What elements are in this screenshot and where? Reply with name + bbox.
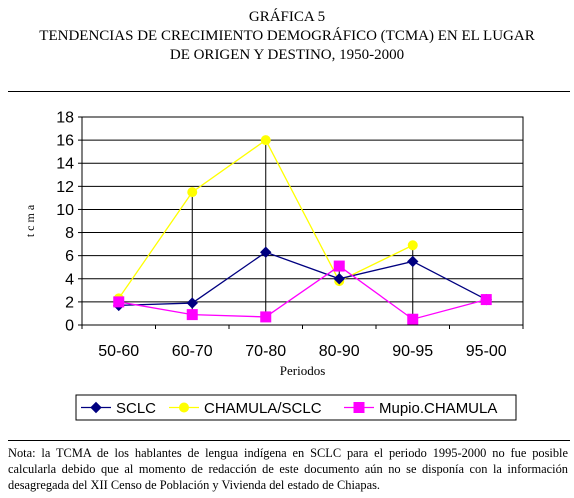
y-tick-label: 12: [56, 179, 74, 196]
x-tick-label: 50-60: [98, 343, 139, 360]
data-point: [187, 187, 198, 198]
series-chamula-sclc: [113, 135, 418, 304]
x-tick-label: 80-90: [319, 343, 360, 360]
legend-swatch-marker: [179, 402, 189, 413]
legend: SCLC CHAMULA/SCLC Mupio.CHAMULA: [75, 394, 517, 421]
y-tick-label: 6: [65, 248, 74, 265]
x-tick-label: 95-00: [466, 343, 507, 360]
chart-title-line-1: TENDENCIAS DE CRECIMIENTO DEMOGRÁFICO (T…: [39, 28, 535, 44]
data-point: [260, 246, 272, 258]
x-tick-label: 70-80: [245, 343, 286, 360]
data-point: [186, 297, 198, 309]
y-tick-label: 8: [65, 225, 74, 242]
data-point: [333, 260, 345, 272]
data-point: [407, 240, 418, 251]
data-point: [480, 294, 492, 306]
data-point: [113, 296, 125, 308]
x-tick-label: 60-70: [172, 343, 213, 360]
legend-swatch-marker: [353, 402, 365, 413]
top-divider: [8, 91, 570, 92]
chart-title-line-2: DE ORIGEN Y DESTINO, 1950-2000: [169, 47, 405, 63]
legend-label: Mupio.CHAMULA: [379, 400, 497, 417]
chart-number: GRÁFICA 5: [248, 9, 326, 25]
legend-swatch-marker: [90, 401, 102, 414]
data-point: [407, 255, 419, 268]
legend-label: CHAMULA/SCLC: [204, 400, 322, 417]
legend-box: [75, 394, 517, 421]
x-axis-label: Periodos: [280, 363, 326, 378]
series-group: [113, 135, 492, 325]
y-axis-label: t c m a: [23, 204, 37, 237]
data-point: [407, 313, 419, 325]
x-tick-label: 90-95: [392, 343, 433, 360]
series-line: [118, 265, 487, 320]
drop-lines: [118, 140, 414, 320]
grid: [82, 116, 523, 326]
legend-label: SCLC: [116, 400, 156, 417]
y-tick-label: 4: [65, 271, 74, 288]
bottom-divider: [8, 440, 570, 441]
data-point: [186, 309, 198, 321]
y-tick-label: 0: [65, 318, 74, 335]
y-axis-ticks: 0 2 4 6 8 10 12 14 16 18 50-60 60-70 70-80 80-90 90-95…: [56, 110, 524, 360]
y-tick-label: 14: [56, 156, 74, 173]
data-point: [333, 273, 345, 285]
y-tick-label: 18: [56, 110, 74, 127]
series-line: [118, 251, 487, 307]
plot-frame: [81, 116, 524, 326]
y-tick-label: 2: [65, 294, 74, 311]
series-mupio-chamula: [113, 260, 492, 325]
chart-heading: GRÁFICA 5 TENDENCIAS DE CRECIMIENTO DEMO…: [0, 8, 574, 65]
y-tick-label: 16: [56, 133, 74, 150]
footnote: Nota: la TCMA de los hablantes de lengua…: [8, 446, 568, 492]
line-chart: 0 2 4 6 8 10 12 14 16 18 50-60 60-70 70-80 80-90 90-95…: [23, 110, 524, 421]
y-tick-label: 10: [56, 202, 74, 219]
data-point: [260, 311, 272, 323]
data-point: [260, 135, 271, 146]
